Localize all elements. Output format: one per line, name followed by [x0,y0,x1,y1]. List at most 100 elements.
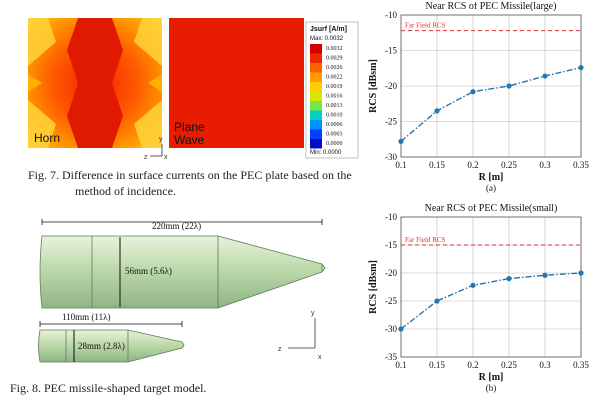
legend-swatch [310,82,322,92]
legend-swatch [310,63,322,73]
y-tick-label: -20 [385,268,397,278]
y-axis-label: RCS [dBsm] [368,260,379,314]
x-tick-label: 0.15 [429,360,445,370]
y-axis-label: RCS [dBsm] [368,59,379,113]
legend-swatch [310,110,322,120]
small-length-label: 110mm (11λ) [62,312,110,322]
horn-current-plot: Horn [28,18,162,148]
rcs-data-point [506,83,512,89]
fig8-axis-z: z [278,346,282,353]
far-field-label: Far Field RCS [405,22,446,30]
large-diameter-label: 56mm (5.6λ) [125,266,172,276]
rcs-data-point [434,298,440,304]
fig7-caption-line1: Fig. 7. Difference in surface currents o… [28,168,352,182]
y-tick-label: -10 [385,10,397,20]
y-tick-label: -20 [385,81,397,91]
large-missile: 220mm (22λ) 56mm (5.6λ) [39,219,326,309]
x-tick-label: 0.25 [501,160,517,170]
legend-tick: 0.0006 [326,122,343,128]
legend-max: Max: 0.0032 [310,36,344,42]
x-tick-label: 0.1 [395,160,406,170]
rcs-data-point [434,108,440,114]
legend-min: Min: 0.0000 [310,150,342,156]
fig7-axis-z: z [144,154,148,161]
rcs-series-line [400,66,582,142]
legend-swatch [310,139,322,149]
legend-tick: 0.0000 [326,141,343,147]
fig8-figure: 220mm (22λ) 56mm (5.6λ) 110mm (11λ) 28mm… [38,219,326,363]
chart-title: Near RCS of PEC Missile(small) [425,204,558,214]
legend-swatch [310,44,322,54]
fig8-axis-x: x [318,354,322,361]
fig7-axis-triad [150,144,163,157]
fig7-figure: Horn Plane Wave y z x Jsurf [A/m] Max: 0… [28,18,359,161]
rcs-data-point [398,326,404,332]
rcs-data-point [470,89,476,95]
wave-label-line2: Wave [174,133,205,147]
legend-tick: 0.0026 [326,65,343,71]
x-tick-label: 0.35 [573,160,589,170]
fig7-axis-y: y [159,136,163,143]
small-missile: 110mm (11λ) 28mm (2.8λ) [38,312,185,363]
legend-swatch [310,101,322,111]
legend-swatch [310,129,322,139]
y-tick-label: -35 [385,352,397,362]
rcs-data-point [578,64,584,71]
legend-swatch [310,91,322,101]
horn-label: Horn [34,131,60,145]
legend-tick: 0.0013 [326,103,343,109]
x-tick-label: 0.3 [539,160,551,170]
near-rcs-small-chart: Near RCS of PEC Missile(small) -10 -15 -20 -… [368,204,589,393]
chart-title: Near RCS of PEC Missile(large) [426,2,557,12]
small-diameter-label: 28mm (2.8λ) [78,341,125,351]
rcs-series-line [400,272,582,330]
plane-wave-current-plot: Plane Wave [169,18,304,148]
y-tick-label: -25 [385,296,397,306]
plot-frame [400,216,582,358]
panel-label: (b) [486,383,497,393]
rcs-data-point [542,73,548,79]
x-tick-label: 0.15 [429,160,445,170]
current-legend: Jsurf [A/m] Max: 0.0032 0.0032 0.0029 0.00… [305,21,359,159]
x-tick-label: 0.3 [539,360,551,370]
x-tick-label: 0.2 [467,160,478,170]
legend-tick: 0.0016 [326,94,343,100]
plot-frame [400,14,582,158]
fig7-axis-x: x [164,154,168,161]
x-axis-label: R [m] [479,172,504,183]
rcs-data-point [398,138,404,144]
legend-title: Jsurf [A/m] [310,26,347,33]
x-axis-label: R [m] [479,372,504,383]
legend-tick: 0.0019 [326,84,343,90]
legend-tick: 0.0022 [326,75,343,81]
rcs-data-point [506,276,512,282]
fig8-axis-triad [288,318,316,349]
y-tick-label: -10 [385,212,397,222]
legend-tick: 0.0003 [326,132,343,138]
y-tick-label: -15 [385,240,397,250]
rcs-data-point [578,270,584,276]
x-tick-label: 0.1 [395,360,406,370]
x-tick-label: 0.2 [467,360,478,370]
rcs-data-point [470,282,476,288]
rcs-data-point [542,272,548,278]
panel-label: (a) [486,183,496,193]
x-tick-label: 0.25 [501,360,517,370]
large-length-label: 220mm (22λ) [152,221,201,231]
legend-tick: 0.0010 [326,113,343,119]
near-rcs-large-chart: Near RCS of PEC Missile(large) -10 -15 -20 -… [368,2,589,193]
legend-swatch [310,72,322,82]
legend-tick: 0.0029 [326,56,343,62]
legend-tick: 0.0032 [326,46,343,52]
fig7-caption: Fig. 7. Difference in surface currents o… [28,167,368,199]
legend-swatch [310,120,322,130]
y-tick-label: -30 [385,152,397,162]
legend-swatch [310,53,322,63]
x-tick-label: 0.35 [573,360,589,370]
fig8-caption: Fig. 8. PEC missile-shaped target model. [10,381,207,395]
y-tick-label: -30 [385,324,397,334]
y-tick-label: -15 [385,46,397,56]
far-field-label: Far Field RCS [405,236,446,244]
plane-label-line1: Plane [174,120,205,134]
fig7-caption-line2: method of incidence. [75,184,176,198]
